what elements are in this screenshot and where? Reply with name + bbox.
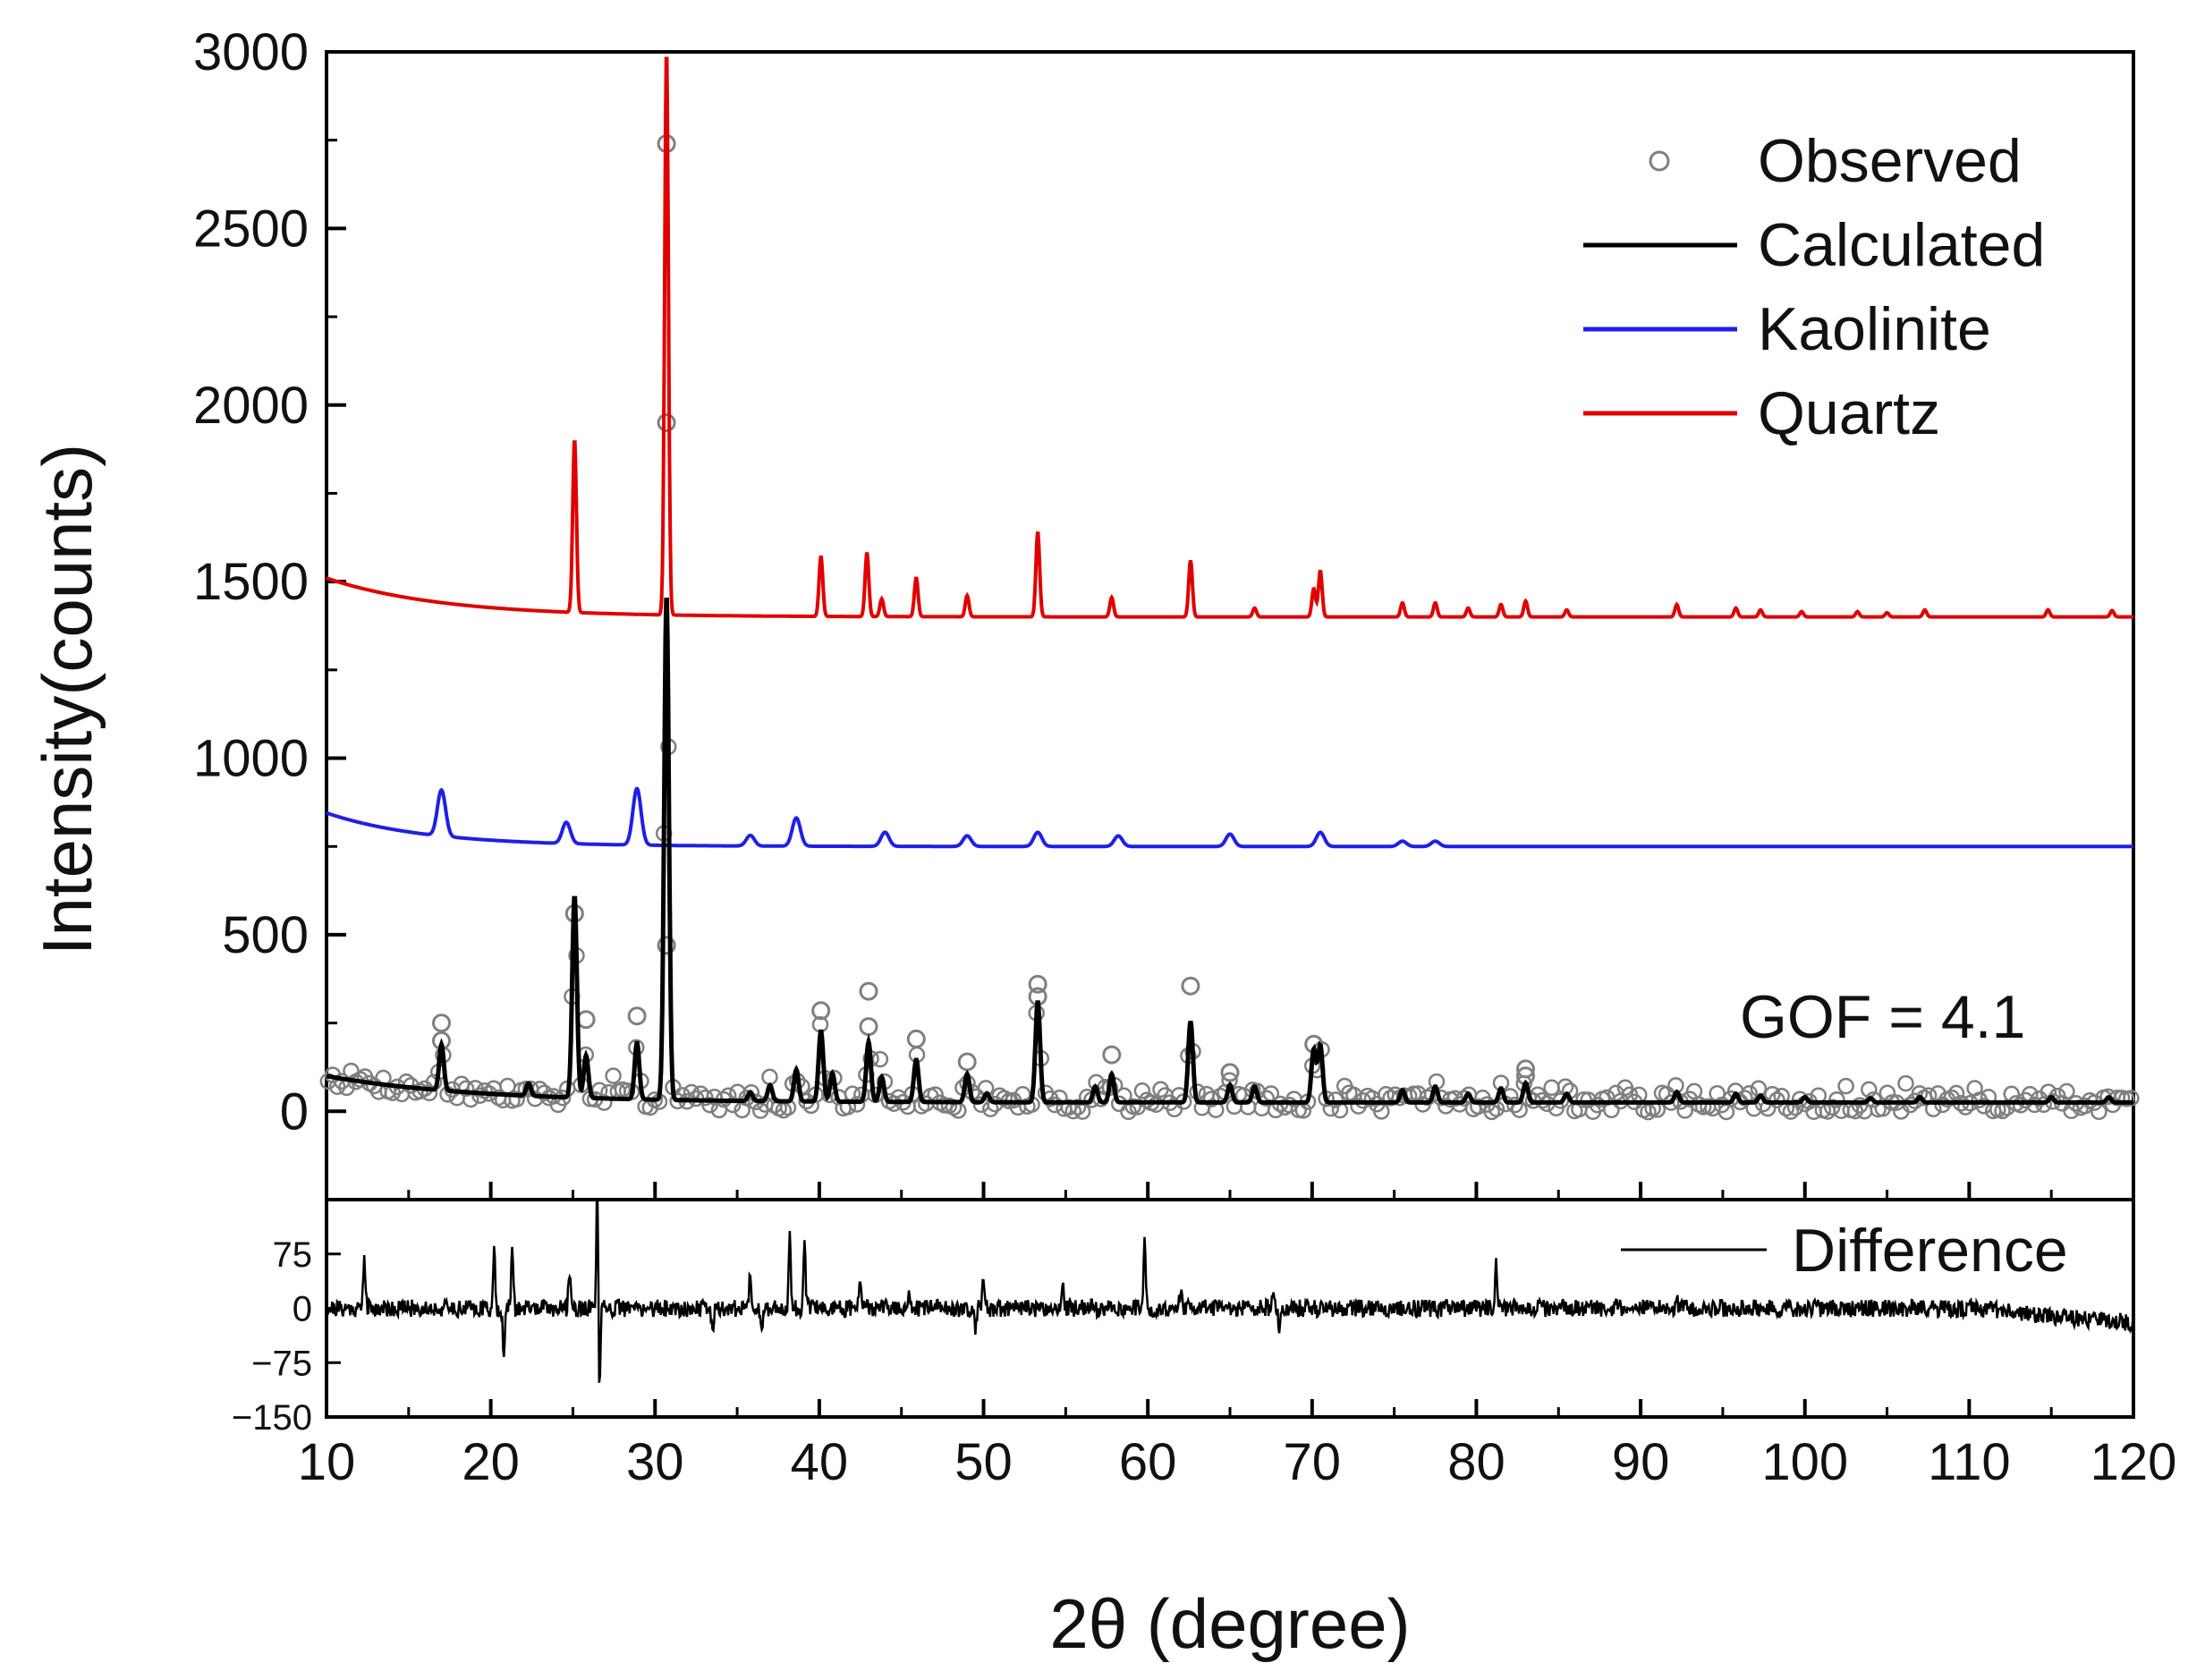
observed-point	[605, 1067, 622, 1084]
observed-point	[432, 1014, 451, 1033]
observed-point	[1133, 1082, 1151, 1099]
observed-point	[536, 1084, 553, 1102]
x-tick-label-120: 120	[2091, 1433, 2177, 1491]
y-ticks: 0 500 1000 1500 2000 2500 3000	[193, 23, 346, 1201]
observed-point	[499, 1077, 516, 1095]
x-tick-label-40: 40	[791, 1433, 849, 1491]
diff-y-tick-label-75: 75	[273, 1235, 313, 1275]
observed-point	[2058, 1082, 2075, 1100]
observed-point	[1768, 1091, 1785, 1108]
y-tick-label-1000: 1000	[193, 730, 309, 788]
observed-point	[1470, 1098, 1487, 1116]
x-tick-label-10: 10	[298, 1433, 356, 1491]
observed-point	[811, 1001, 831, 1021]
observed-point	[1028, 974, 1047, 994]
diff-y-ticks: 75 0 −75 −150	[232, 1235, 341, 1438]
legend: Observed Calculated Kaolinite Quartz Dif…	[1583, 127, 2068, 1285]
y-axis-title: Intensity(counts)	[28, 444, 106, 955]
observed-point	[701, 1096, 718, 1114]
observed-point	[761, 1068, 778, 1086]
observed-point	[657, 936, 676, 955]
x-tick-label-20: 20	[462, 1433, 520, 1491]
y-tick-label-3000: 3000	[193, 23, 309, 81]
observed-point	[627, 1006, 647, 1026]
difference-line	[326, 1198, 2135, 1383]
calculated-line	[326, 598, 2133, 1105]
observed-point	[1897, 1074, 1914, 1092]
x-tick-label-70: 70	[1284, 1433, 1342, 1491]
observed-point	[2076, 1098, 2094, 1115]
observed-point	[871, 1050, 889, 1068]
kaolinite-line	[326, 786, 2133, 849]
observed-point	[508, 1090, 525, 1107]
y-tick-label-0: 0	[280, 1082, 309, 1141]
observed-point	[1543, 1079, 1560, 1097]
observed-point	[1640, 1103, 1657, 1121]
observed-point	[742, 1083, 760, 1101]
observed-point	[657, 413, 676, 432]
observed-point	[1902, 1096, 1919, 1114]
observed-point	[1051, 1089, 1068, 1107]
legend-calculated-label: Calculated	[1758, 211, 2045, 279]
observed-point	[1957, 1099, 1974, 1116]
y-tick-label-1500: 1500	[193, 553, 309, 611]
y-tick-label-2000: 2000	[193, 377, 309, 435]
observed-point	[957, 1052, 977, 1072]
observed-point	[1516, 1059, 1535, 1079]
x-axis-title: 2θ (degree)	[1049, 1584, 1410, 1663]
observed-point	[1069, 1099, 1087, 1116]
observed-point	[1202, 1090, 1220, 1107]
x-tick-label-30: 30	[626, 1433, 684, 1491]
diff-y-tick-label--150: −150	[232, 1398, 312, 1438]
y-tick-label-2500: 2500	[193, 199, 309, 258]
observed-point	[1102, 1045, 1122, 1065]
observed-point	[802, 1097, 819, 1115]
observed-point	[1603, 1101, 1620, 1119]
observed-point	[2123, 1090, 2140, 1107]
observed-point	[1181, 976, 1200, 996]
observed-point	[576, 1010, 596, 1030]
observed-point	[906, 1029, 926, 1048]
x-tick-label-110: 110	[1928, 1433, 2010, 1491]
diff-y-tick-label-0: 0	[293, 1290, 312, 1329]
diff-y-tick-label--75: −75	[251, 1344, 312, 1383]
legend-observed-marker	[1649, 150, 1670, 172]
observed-point	[1837, 1077, 1854, 1095]
observed-point	[1878, 1084, 1896, 1101]
legend-quartz-label: Quartz	[1758, 379, 1940, 447]
observed-point	[1575, 1091, 1592, 1108]
observed-series	[319, 134, 2140, 1121]
gof-annotation: GOF = 4.1	[1740, 983, 2025, 1051]
quartz-line	[326, 56, 2133, 619]
observed-point	[1506, 1096, 1523, 1114]
observed-point	[848, 1096, 866, 1113]
observed-point	[1911, 1085, 1929, 1102]
observed-point	[457, 1080, 475, 1098]
x-tick-label-80: 80	[1447, 1433, 1505, 1491]
legend-difference-label: Difference	[1792, 1217, 2068, 1285]
observed-point	[859, 1017, 878, 1037]
observed-point	[420, 1084, 438, 1102]
x-tick-label-100: 100	[1761, 1433, 1848, 1491]
x-tick-label-50: 50	[954, 1433, 1013, 1491]
y-tick-label-500: 500	[222, 906, 309, 964]
legend-kaolinite-label: Kaolinite	[1758, 295, 1991, 363]
observed-point	[1943, 1089, 1961, 1107]
observed-point	[596, 1094, 613, 1111]
legend-observed-label: Observed	[1758, 127, 2022, 195]
x-tick-label-90: 90	[1612, 1433, 1670, 1491]
x-ticks: 10 20 30 40 50 60 70 80 90 100 110 120	[298, 1182, 2177, 1491]
observed-point	[1220, 1063, 1240, 1082]
observed-point	[859, 981, 878, 1001]
x-tick-label-60: 60	[1119, 1433, 1177, 1491]
